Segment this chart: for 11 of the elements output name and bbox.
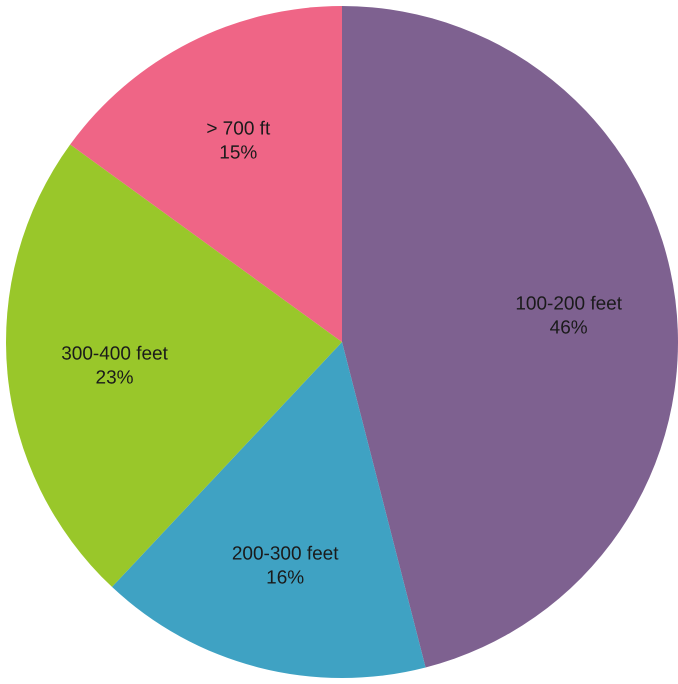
slice-label: 300-400 feet [61, 344, 169, 365]
pie-slice [6, 144, 342, 587]
data-label: 46% [550, 317, 588, 338]
data-label: 15% [219, 142, 258, 164]
data-label: 16% [266, 567, 304, 588]
slice-label: 100-200 feet [515, 294, 623, 315]
slice-label: > 700 ft [206, 118, 271, 140]
slice-label: 200-300 feet [232, 544, 340, 564]
pie-slice [70, 6, 342, 342]
data-label: 23% [96, 367, 134, 388]
pie-slice [342, 6, 678, 668]
